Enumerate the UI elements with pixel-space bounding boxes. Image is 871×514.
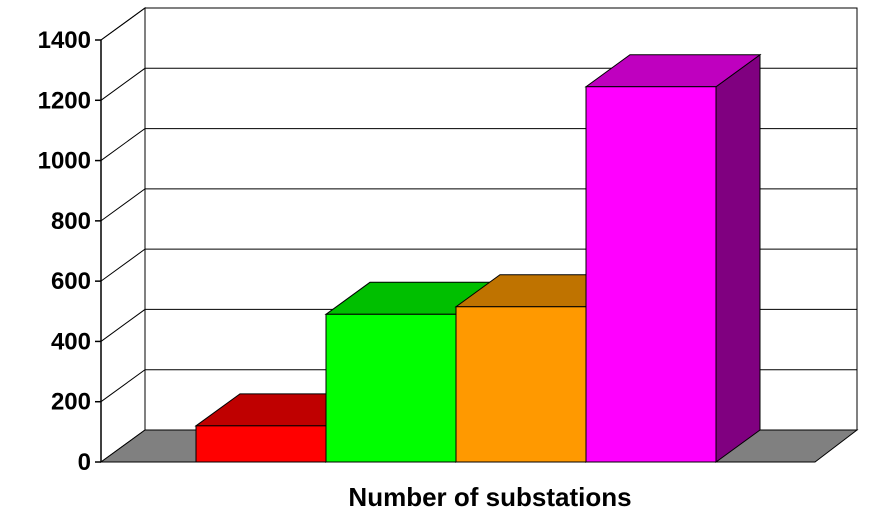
bars	[194, 53, 762, 463]
bar-front	[195, 425, 327, 463]
side-wall	[100, 7, 146, 463]
bar-front	[585, 86, 717, 463]
y-tick-label: 1400	[38, 27, 91, 54]
x-axis-title: Number of substations	[348, 482, 631, 512]
bar-side	[715, 53, 761, 463]
bar	[584, 53, 762, 463]
y-tick-label: 1000	[38, 148, 91, 175]
y-tick-label: 800	[51, 208, 91, 235]
y-tick-label: 1200	[38, 87, 91, 114]
y-tick-labels: 0 200 400 600 800 1000 1200 1400	[38, 27, 91, 476]
bar-front	[325, 313, 457, 463]
gridline	[100, 7, 857, 41]
bar-front	[455, 306, 587, 463]
y-tick-label: 0	[78, 449, 91, 476]
y-tick-label: 200	[51, 389, 91, 416]
y-tick-label: 400	[51, 328, 91, 355]
y-tick-label: 600	[51, 268, 91, 295]
